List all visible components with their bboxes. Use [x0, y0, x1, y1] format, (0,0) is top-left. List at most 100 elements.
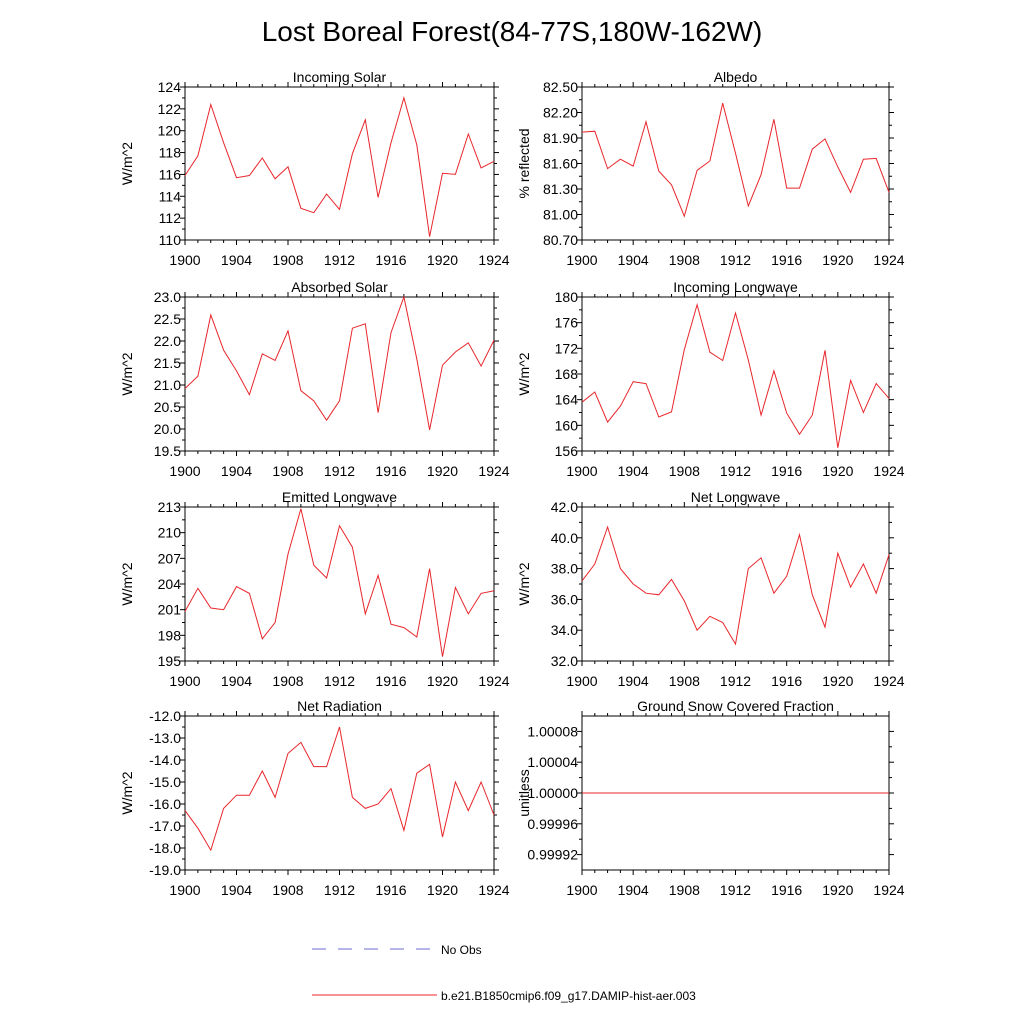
- y-tick-label: 207: [158, 550, 182, 566]
- x-tick-label: 1916: [771, 882, 802, 898]
- y-tick-label: 210: [158, 525, 182, 541]
- legend: No Obs b.e21.B1850cmip6.f09_g17.DAMIP-hi…: [312, 943, 696, 1003]
- y-tick-label: 21.5: [154, 355, 181, 371]
- y-axis-label: % reflected: [516, 128, 532, 198]
- x-tick-label: 1924: [478, 882, 509, 898]
- chart-panel: Albedo % reflected 1900 1904 1908 1912 1916 192…: [516, 69, 905, 268]
- y-tick-label: -17.0: [149, 818, 181, 834]
- x-tick-label: 1904: [221, 673, 252, 689]
- x-tick-label: 1912: [720, 463, 751, 479]
- y-tick-label: 81.60: [543, 156, 578, 172]
- x-tick-label: 1908: [272, 463, 303, 479]
- y-tick-label: 0.99996: [527, 816, 578, 832]
- chart-panel: Net Radiation W/m^2 1900 1904 1908 1912 1916 19…: [119, 698, 510, 898]
- y-tick-label: 120: [158, 123, 182, 139]
- panel-title: Emitted Longwave: [282, 489, 397, 505]
- y-tick-label: 112: [159, 210, 182, 226]
- x-tick-label: 1916: [771, 252, 802, 268]
- y-tick-label: 198: [158, 627, 182, 643]
- series-line: [184, 508, 495, 657]
- y-tick-label: 19.5: [154, 443, 181, 459]
- y-tick-label: 36.0: [551, 591, 578, 607]
- panel-title: Incoming Solar: [293, 69, 387, 85]
- x-tick-label: 1900: [566, 252, 597, 268]
- series-line: [581, 102, 890, 218]
- y-tick-label: 201: [158, 602, 182, 618]
- x-tick-label: 1920: [822, 673, 853, 689]
- y-tick-label: 80.70: [543, 232, 578, 248]
- y-tick-label: 20.5: [154, 399, 181, 415]
- x-tick-label: 1912: [720, 673, 751, 689]
- x-tick-label: 1904: [618, 882, 649, 898]
- x-tick-label: 1916: [771, 673, 802, 689]
- x-tick-label: 1920: [427, 673, 458, 689]
- y-tick-label: 122: [158, 101, 182, 117]
- panels: Incoming Solar W/m^2 1900 1904 1908 1912 1916 1…: [119, 69, 905, 898]
- y-tick-label: -19.0: [149, 862, 181, 878]
- x-tick-label: 1908: [669, 463, 700, 479]
- panel-title: Ground Snow Covered Fraction: [637, 698, 834, 714]
- y-tick-label: 22.5: [154, 311, 181, 327]
- panel-title: Incoming Longwave: [673, 279, 798, 295]
- y-tick-label: 110: [159, 232, 182, 248]
- y-tick-label: 156: [555, 443, 579, 459]
- x-tick-label: 1908: [272, 882, 303, 898]
- x-tick-label: 1924: [873, 252, 904, 268]
- series-line: [184, 96, 495, 237]
- y-tick-label: 116: [159, 166, 182, 182]
- chart-panel: Net Longwave W/m^2 1900 1904 1908 1912 1916 192…: [516, 489, 905, 689]
- y-tick-label: 1.00008: [527, 723, 578, 739]
- x-tick-label: 1912: [324, 463, 355, 479]
- y-axis-label: W/m^2: [119, 142, 135, 185]
- y-tick-label: 42.0: [551, 499, 578, 515]
- y-tick-label: 32.0: [551, 653, 578, 669]
- y-tick-label: 204: [158, 576, 182, 592]
- y-tick-label: 20.0: [154, 421, 181, 437]
- x-tick-label: 1904: [221, 252, 252, 268]
- y-tick-label: 195: [158, 653, 182, 669]
- y-axis-label: W/m^2: [516, 352, 532, 395]
- x-tick-label: 1908: [272, 252, 303, 268]
- chart-panel: Incoming Longwave W/m^2 1900 1904 1908 1912 19…: [516, 279, 905, 479]
- x-tick-label: 1916: [771, 463, 802, 479]
- y-tick-label: 176: [555, 315, 579, 331]
- panel-title: Net Longwave: [691, 489, 781, 505]
- x-tick-label: 1916: [375, 882, 406, 898]
- x-tick-label: 1920: [822, 463, 853, 479]
- x-tick-label: 1916: [375, 673, 406, 689]
- x-tick-label: 1900: [169, 882, 200, 898]
- y-tick-label: 22.0: [154, 333, 181, 349]
- y-axis-label: W/m^2: [516, 562, 532, 605]
- y-axis-label: W/m^2: [119, 352, 135, 395]
- x-tick-label: 1904: [221, 882, 252, 898]
- panel-title: Absorbed Solar: [291, 279, 388, 295]
- y-tick-label: 21.0: [154, 377, 181, 393]
- plot-frame: [184, 715, 495, 871]
- panel-title: Albedo: [714, 69, 758, 85]
- y-tick-label: 180: [555, 289, 579, 305]
- x-tick-label: 1920: [427, 463, 458, 479]
- x-tick-label: 1908: [669, 882, 700, 898]
- x-tick-label: 1904: [618, 252, 649, 268]
- y-tick-label: 114: [159, 188, 182, 204]
- panel-title: Net Radiation: [297, 698, 382, 714]
- x-tick-label: 1916: [375, 463, 406, 479]
- x-tick-label: 1908: [272, 673, 303, 689]
- x-tick-label: 1900: [169, 673, 200, 689]
- x-tick-label: 1908: [669, 673, 700, 689]
- x-tick-label: 1912: [720, 882, 751, 898]
- series-line: [581, 525, 890, 646]
- y-axis-label: W/m^2: [119, 562, 135, 605]
- y-tick-label: 82.50: [543, 79, 578, 95]
- series-line: [184, 295, 495, 430]
- y-tick-label: 164: [555, 392, 579, 408]
- y-tick-label: 81.00: [543, 207, 578, 223]
- x-tick-label: 1924: [478, 252, 509, 268]
- plot-frame: [184, 296, 495, 452]
- x-tick-label: 1920: [427, 252, 458, 268]
- x-tick-label: 1920: [427, 882, 458, 898]
- x-tick-label: 1924: [873, 882, 904, 898]
- y-tick-label: -15.0: [149, 774, 181, 790]
- y-tick-label: 1.00000: [527, 785, 578, 801]
